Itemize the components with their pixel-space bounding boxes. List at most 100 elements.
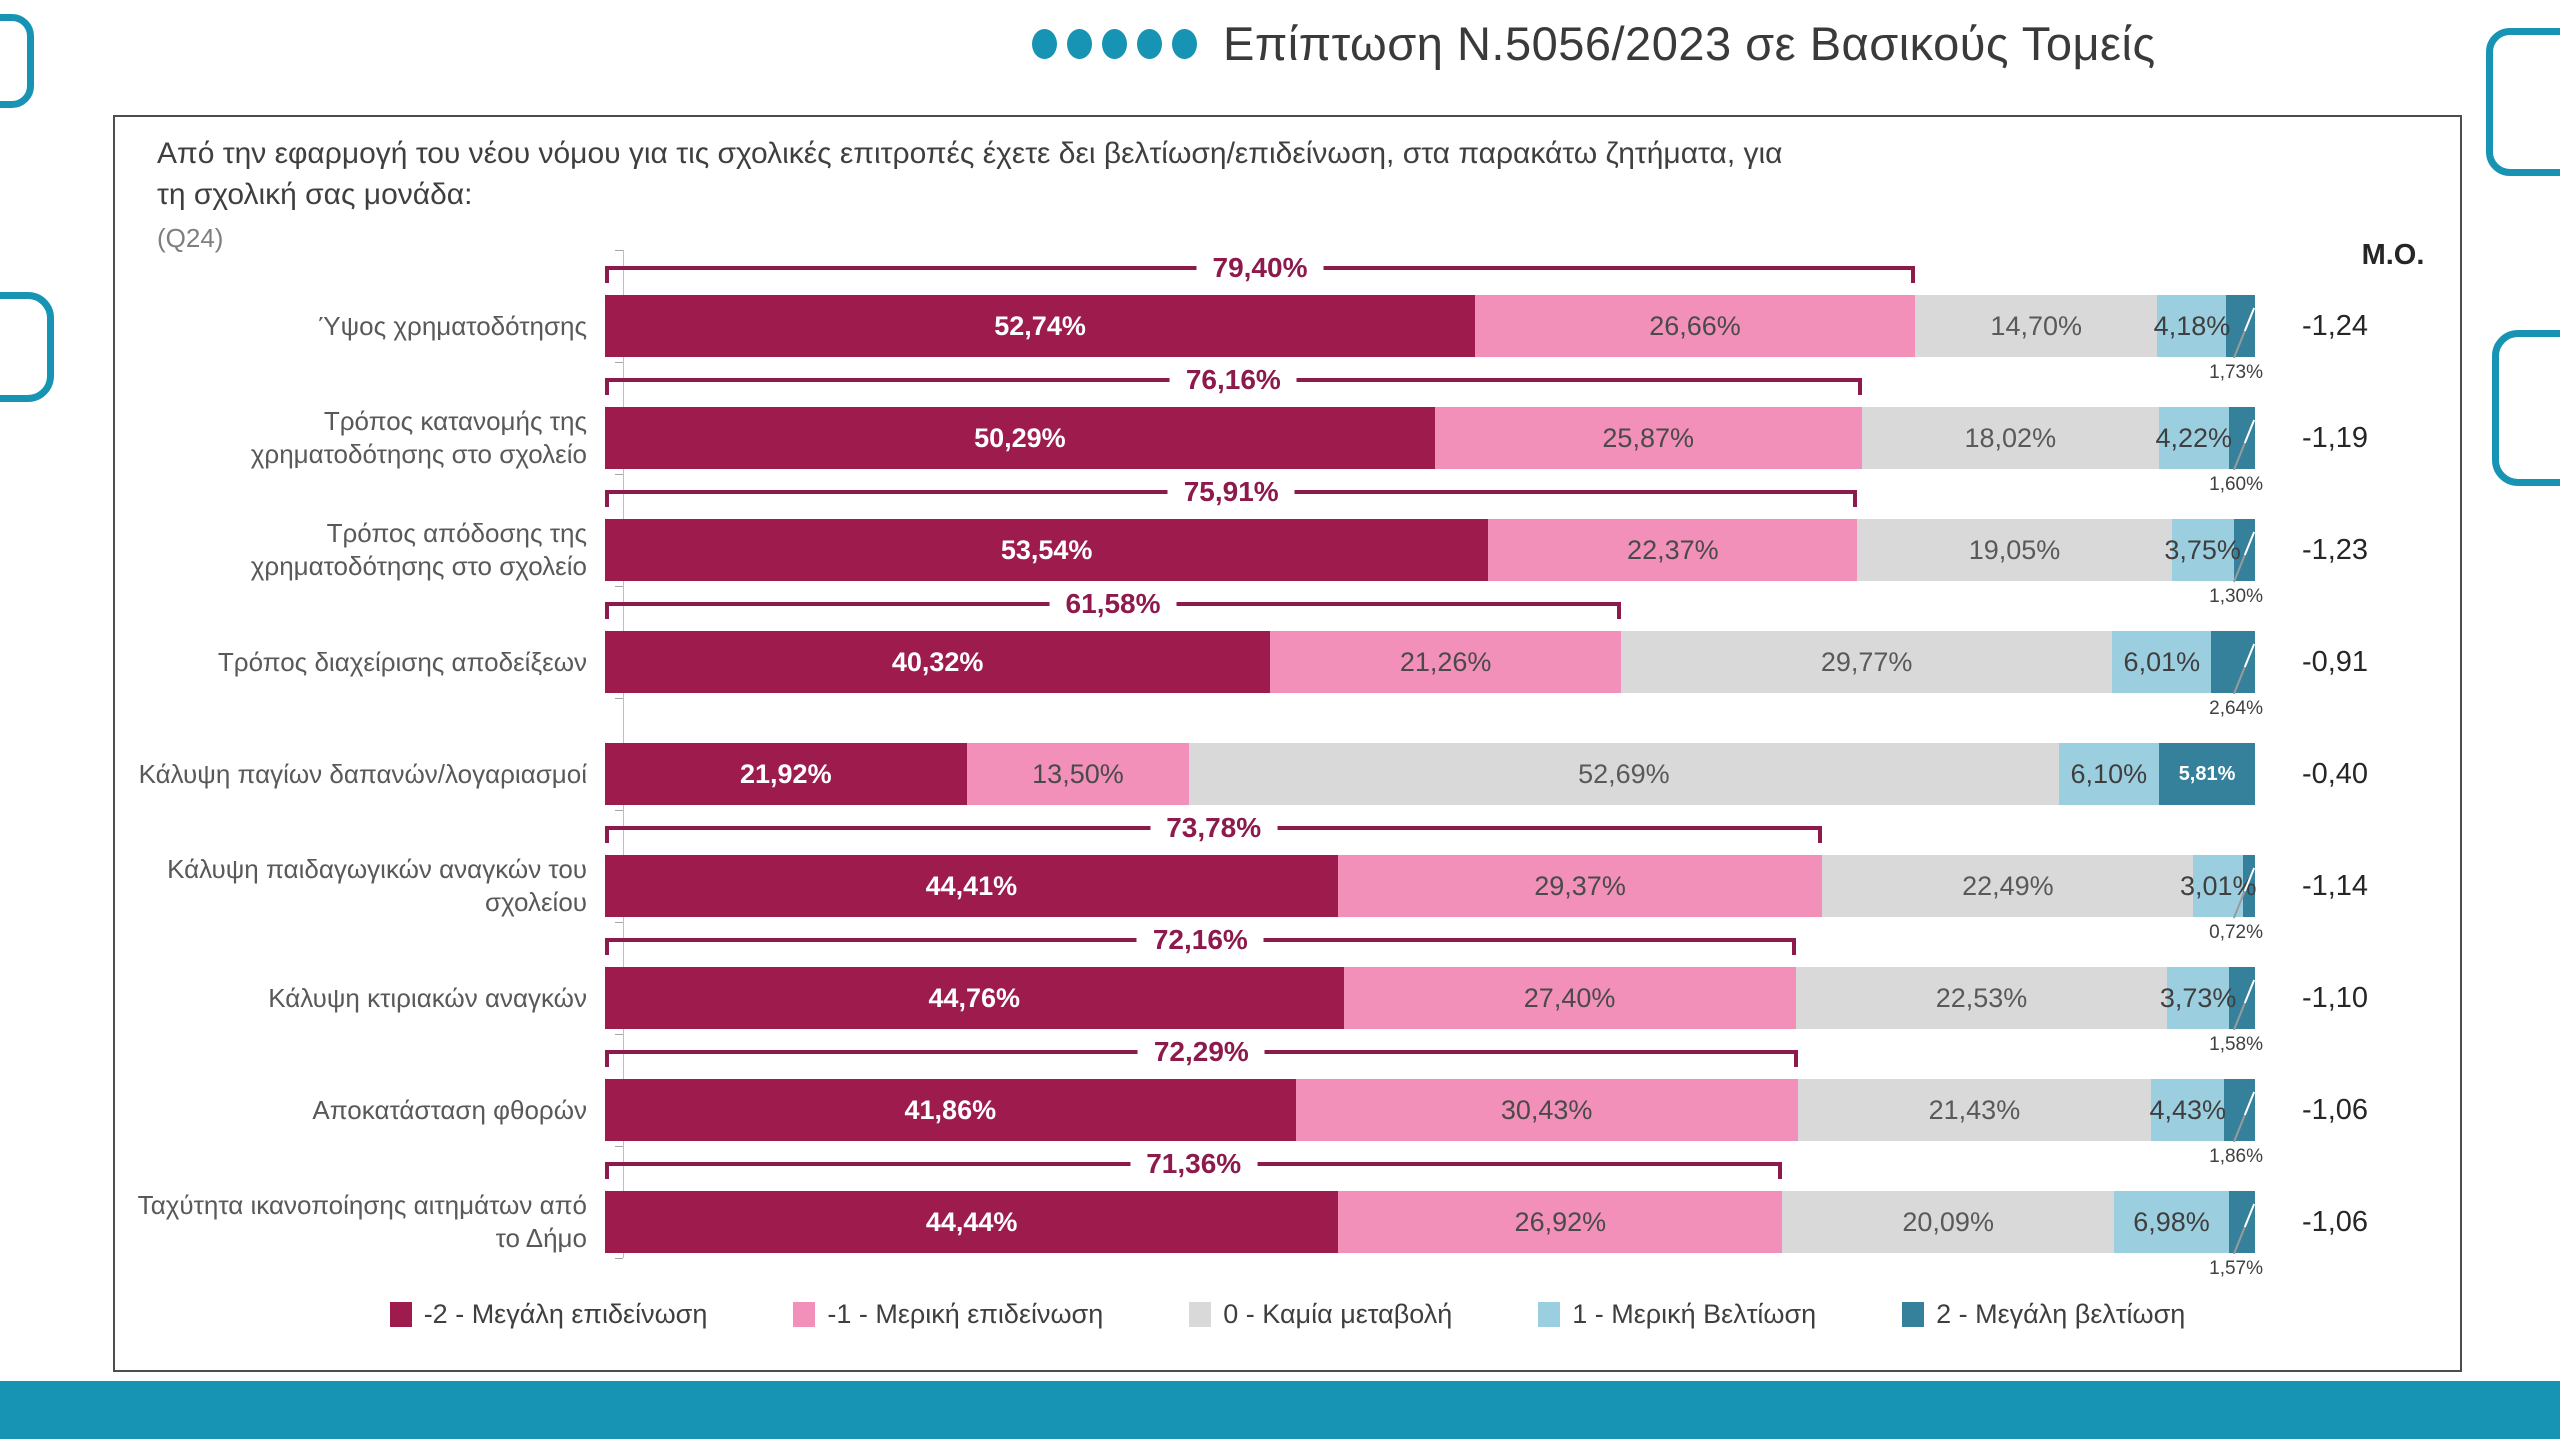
bar-segment-1: 27,40% xyxy=(1343,967,1796,1029)
segment-value-label: 27,40% xyxy=(1523,982,1616,1013)
bar-segment-3: 6,98% xyxy=(2113,1191,2230,1253)
legend-item: 0 - Καμία μεταβολή xyxy=(1189,1299,1452,1330)
chart-row: Τρόπος κατανομής της χρηματοδότησης στο … xyxy=(135,362,2435,495)
bar-segment-0: 21,92% xyxy=(605,743,967,805)
segment-value-label: 22,49% xyxy=(1962,870,2054,901)
legend-item: -1 - Μερική επιδείνωση xyxy=(793,1299,1103,1330)
segment-value-label: 41,86% xyxy=(904,1094,997,1125)
row-mean-value: -0,40 xyxy=(2301,757,2369,790)
segment-value-label: 44,41% xyxy=(925,870,1018,901)
stacked-bar: 52,74% 26,66% 14,70% 4,18% xyxy=(605,295,2255,357)
row-category-label: Τρόπος κατανομής της χρηματοδότησης στο … xyxy=(250,406,587,469)
bar-area: 79,40% 52,74% 26,66% 14,70% 4,18% 1,73% xyxy=(605,250,2263,383)
bar-area: 71,36% 44,44% 26,92% 20,09% 6,98% 1,57% xyxy=(605,1146,2263,1279)
row-category-label: Ύψος χρηματοδότησης xyxy=(318,310,587,341)
bar-segment-4 xyxy=(2224,1079,2255,1141)
bar-segment-3: 4,18% xyxy=(2154,295,2230,357)
row-category-label: Τρόπος απόδοσης της χρηματοδότησης στο σ… xyxy=(250,518,587,581)
mean-column-header: Μ.Ο. xyxy=(2361,239,2425,271)
bar-segment-1: 13,50% xyxy=(966,743,1190,805)
chart-row: Κάλυψη παγίων δαπανών/λογαριασμοί 21,92% 1… xyxy=(135,698,2435,810)
row-mean-value: -0,91 xyxy=(2301,645,2369,678)
bar-segment-0: 40,32% xyxy=(605,631,1271,693)
bracket-sum-label: 73,78% xyxy=(1150,812,1278,844)
small-segment-value-label: 1,73% xyxy=(2209,362,2263,383)
small-segment-value-label: 2,64% xyxy=(2209,698,2263,719)
bar-segment-4 xyxy=(2211,631,2255,693)
row-mean-value: -1,10 xyxy=(2301,981,2369,1014)
small-segment-value-label: 1,57% xyxy=(2209,1258,2263,1279)
bar-segment-1: 26,66% xyxy=(1475,295,1915,357)
bar-segment-0: 44,44% xyxy=(605,1191,1339,1253)
row-mean-value: -1,24 xyxy=(2301,309,2369,342)
bar-segment-2: 21,43% xyxy=(1797,1079,2152,1141)
question-line-1: Από την εφαρμογή του νέου νόμου για τις … xyxy=(157,137,1783,170)
bar-segment-0: 53,54% xyxy=(605,519,1489,581)
bar-segment-0: 44,76% xyxy=(605,967,1344,1029)
bar-segment-2: 18,02% xyxy=(1861,407,2159,469)
deterioration-sum-bracket: 72,16% xyxy=(605,924,1796,956)
row-category-label: Κάλυψη παγίων δαπανών/λογαριασμοί xyxy=(138,758,587,789)
legend-label: -1 - Μερική επιδείνωση xyxy=(827,1299,1104,1329)
stacked-bar: 50,29% 25,87% 18,02% 4,22% xyxy=(605,407,2255,469)
legend-item: -2 - Μεγάλη επιδείνωση xyxy=(389,1299,707,1330)
segment-value-label: 4,18% xyxy=(2153,310,2231,341)
bar-segment-3: 6,01% xyxy=(2112,631,2212,693)
segment-value-label: 53,54% xyxy=(1000,534,1093,565)
bar-chart: Ύψος χρηματοδότησης 79,40% 52,74% 26,66% 14,… xyxy=(135,250,2435,1279)
segment-value-label: 26,66% xyxy=(1649,310,1741,341)
bracket-sum-label: 72,16% xyxy=(1136,924,1264,956)
deterioration-sum-bracket: 72,29% xyxy=(605,1036,1798,1068)
slide-header: Επίπτωση Ν.5056/2023 σε Βασικούς Τομείς xyxy=(1032,16,2156,71)
legend-label: 0 - Καμία μεταβολή xyxy=(1223,1299,1453,1329)
title-dots-decoration xyxy=(1032,28,1197,59)
deterioration-sum-bracket: 73,78% xyxy=(605,812,1823,844)
stacked-bar: 40,32% 21,26% 29,77% 6,01% xyxy=(605,631,2255,693)
legend-swatch-icon xyxy=(793,1302,816,1327)
bar-area: 72,16% 44,76% 27,40% 22,53% 3,73% 1,58% xyxy=(605,922,2263,1055)
chart-row: Ύψος χρηματοδότησης 79,40% 52,74% 26,66% 14,… xyxy=(135,250,2435,383)
bar-segment-0: 41,86% xyxy=(605,1079,1296,1141)
segment-value-label: 22,53% xyxy=(1935,982,2028,1013)
segment-value-label: 6,98% xyxy=(2133,1206,2210,1237)
row-category-label: Κάλυψη κτιριακών αναγκών xyxy=(268,982,587,1013)
segment-value-label: 44,76% xyxy=(928,982,1021,1013)
bar-segment-4 xyxy=(2226,295,2255,357)
question-code: (Q24) xyxy=(157,223,224,253)
segment-value-label: 22,37% xyxy=(1627,534,1719,565)
segment-value-label: 29,37% xyxy=(1534,870,1626,901)
chart-row: Ταχύτητα ικανοποίησης αιτημάτων από το Δ… xyxy=(135,1146,2435,1279)
chart-legend: -2 - Μεγάλη επιδείνωση -1 - Μερική επιδεί… xyxy=(115,1299,2460,1330)
bracket-sum-label: 72,29% xyxy=(1137,1036,1265,1068)
deterioration-sum-bracket: 61,58% xyxy=(605,588,1622,620)
bracket-sum-label: 76,16% xyxy=(1169,364,1297,396)
bar-segment-1: 26,92% xyxy=(1338,1191,1783,1253)
bar-segment-2: 20,09% xyxy=(1782,1191,2114,1253)
segment-value-label: 26,92% xyxy=(1514,1206,1607,1237)
bar-segment-2: 19,05% xyxy=(1857,519,2172,581)
segment-value-label: 19,05% xyxy=(1968,534,2061,565)
deterioration-sum-bracket: 76,16% xyxy=(605,364,1862,396)
bar-segment-4 xyxy=(2228,407,2255,469)
legend-label: 2 - Μεγάλη βελτίωση xyxy=(1936,1299,2186,1329)
row-mean-value: -1,23 xyxy=(2301,533,2369,566)
bar-segment-1: 21,26% xyxy=(1270,631,1622,693)
question-line-2: τη σχολική σας μονάδα: xyxy=(157,178,473,211)
row-category-label: Κάλυψη παιδαγωγικών αναγκών του σχολείου xyxy=(167,854,587,917)
dot-icon xyxy=(1102,28,1127,59)
legend-swatch-icon xyxy=(389,1302,412,1327)
bracket-sum-label: 75,91% xyxy=(1167,476,1295,508)
dot-icon xyxy=(1172,28,1197,59)
bar-segment-1: 25,87% xyxy=(1434,407,1862,469)
small-segment-value-label: 0,72% xyxy=(2209,922,2263,943)
bar-segment-4 xyxy=(2228,967,2255,1029)
legend-swatch-icon xyxy=(1189,1302,1212,1327)
bar-segment-3: 3,73% xyxy=(2160,967,2236,1029)
segment-value-label: 14,70% xyxy=(1990,310,2082,341)
segment-value-label: 40,32% xyxy=(891,646,984,677)
bar-segment-3: 6,10% xyxy=(2058,743,2160,805)
bar-segment-2: 14,70% xyxy=(1914,295,2158,357)
row-mean-value: -1,19 xyxy=(2301,421,2369,454)
stacked-bar: 53,54% 22,37% 19,05% 3,75% xyxy=(605,519,2255,581)
segment-value-label: 52,69% xyxy=(1578,758,1670,789)
